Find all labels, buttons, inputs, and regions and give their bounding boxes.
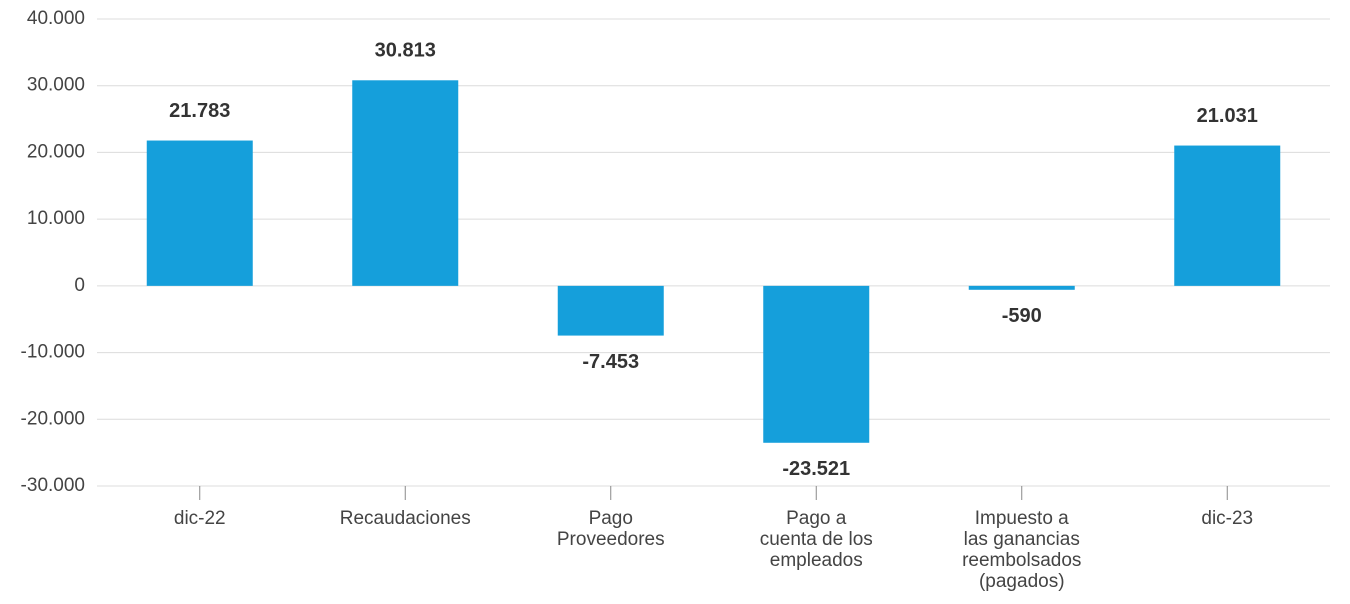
bar [1174, 145, 1281, 286]
y-tick-label: -10.000 [21, 342, 85, 363]
y-tick-label: 20.000 [27, 141, 85, 162]
bar [763, 285, 870, 443]
x-tick-label: Pago a cuenta de los empleados [759, 508, 873, 571]
bar [352, 80, 459, 286]
y-tick-label: 10.000 [27, 208, 85, 229]
x-tick-label: dic-23 [1201, 508, 1254, 529]
value-label: 30.813 [375, 40, 436, 62]
value-label: -590 [1002, 305, 1042, 327]
y-tick-label: -30.000 [21, 475, 85, 496]
value-label: -23.521 [782, 458, 850, 480]
bar [557, 285, 664, 336]
x-tick-label: Pago Proveedores [556, 508, 665, 550]
bar [968, 285, 1075, 290]
bar [146, 140, 253, 286]
x-tick-label: dic-22 [173, 508, 226, 529]
y-tick-label: -20.000 [21, 408, 85, 429]
y-tick-label: 30.000 [27, 75, 85, 96]
y-tick-label: 0 [74, 275, 85, 296]
x-tick-label: Impuesto a las ganancias reembolsados (p… [962, 508, 1082, 592]
value-label: 21.031 [1197, 105, 1258, 127]
x-tick-label: Recaudaciones [339, 508, 471, 529]
value-label: 21.783 [169, 100, 230, 122]
value-label: -7.453 [582, 351, 639, 373]
y-tick-label: 40.000 [27, 8, 85, 29]
